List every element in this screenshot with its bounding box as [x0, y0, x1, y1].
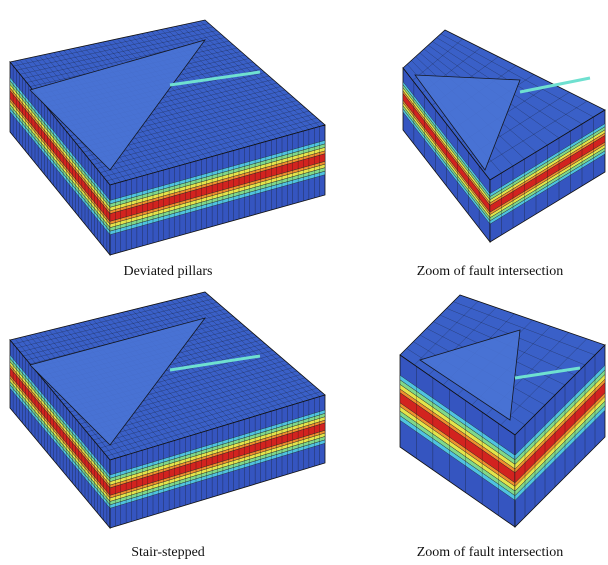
page: {"panels": [{"caption": "Deviated pillar…: [0, 0, 608, 565]
caption: Deviated pillars: [123, 264, 212, 279]
figure: Deviated pillars Zoom of fault intersect…: [0, 0, 608, 565]
caption: Stair-stepped: [131, 545, 205, 560]
caption: Zoom of fault intersection: [417, 545, 564, 560]
caption: Zoom of fault intersection: [417, 264, 564, 279]
